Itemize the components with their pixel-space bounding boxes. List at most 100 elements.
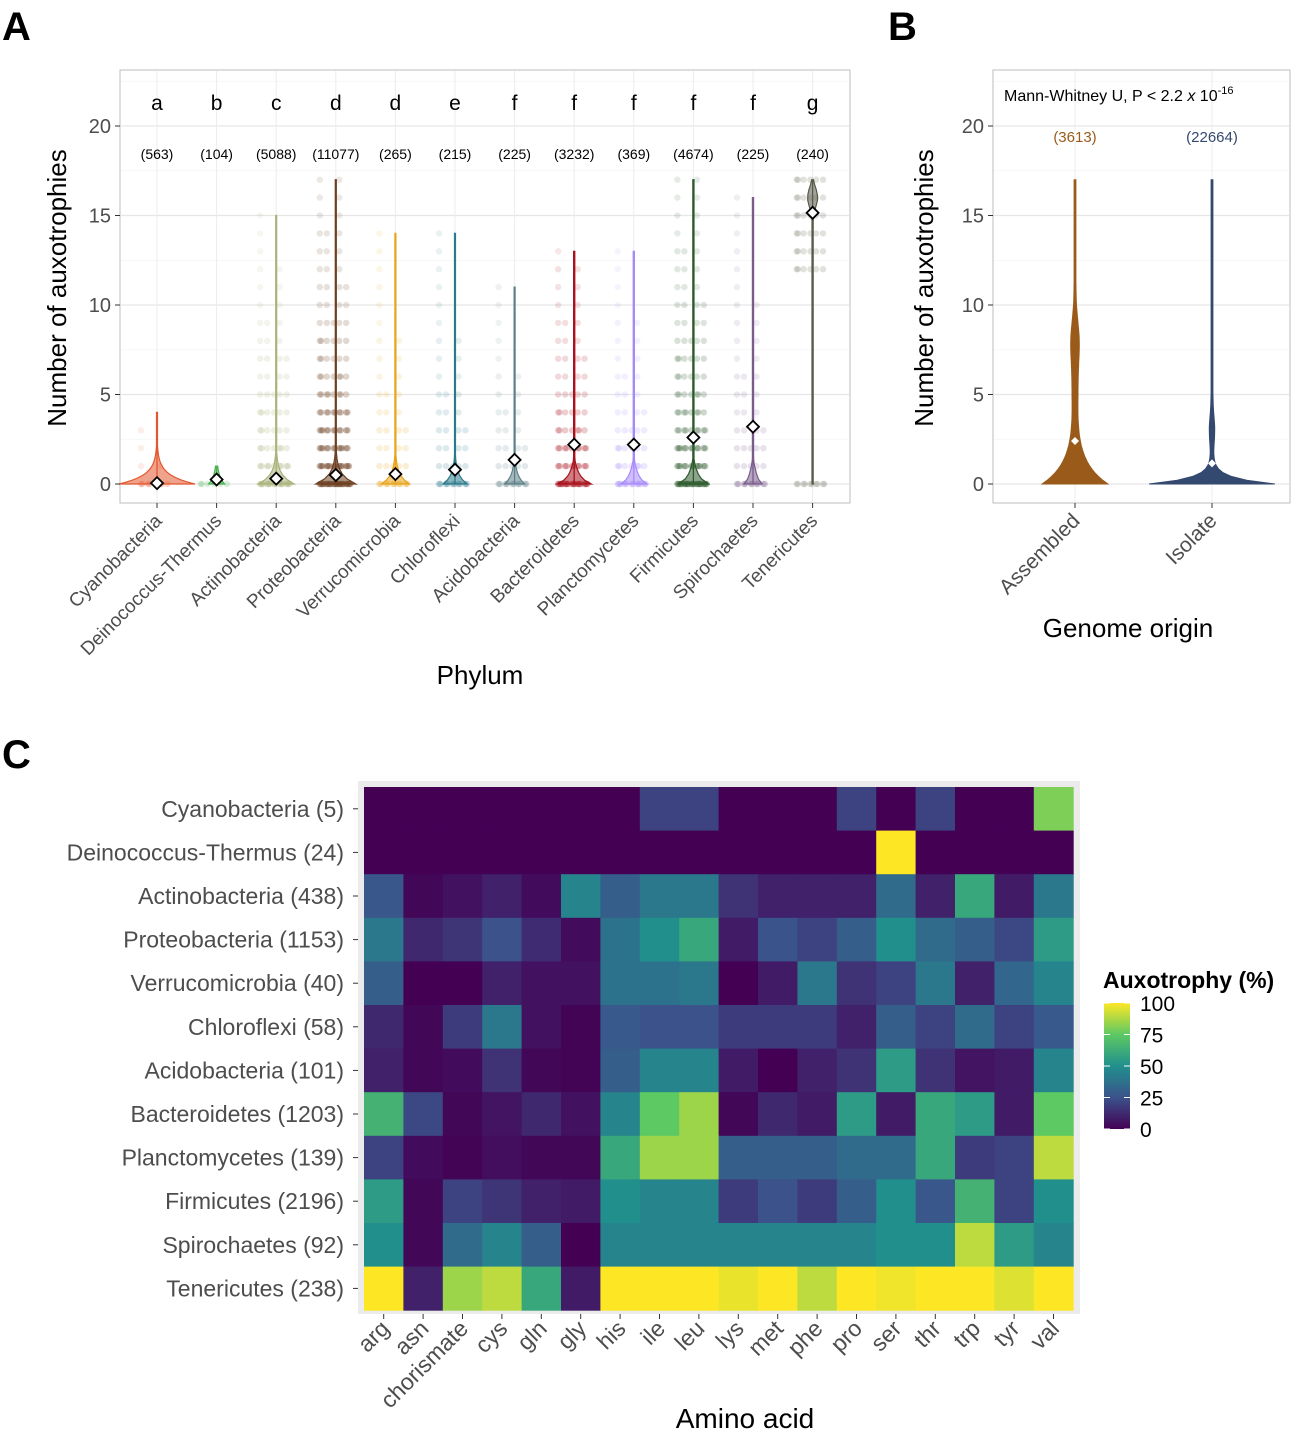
heatmap-cell-spirochaetes-thr [915,1223,956,1268]
heatmap-cell-spirochaetes-gly [561,1223,601,1268]
jitter-point [344,427,351,434]
colorbar-tick-label: 0 [1140,1119,1152,1142]
heatmap-cell-acidobacteria-pro [836,1048,877,1093]
heatmap-cell-planctomycetes-ile [639,1135,680,1180]
heatmap-cell-cyanobacteria-gln [521,787,562,832]
jitter-point [258,462,265,470]
jitter-point [733,212,741,219]
jitter-point [695,391,702,398]
panel-label-c: C [2,733,31,777]
jitter-point [435,445,443,452]
jitter-point [681,319,688,327]
heatmap-cell-planctomycetes-trp [955,1135,995,1180]
jitter-point [435,409,443,416]
heatmap-cell-bacteroidetes-ser [876,1092,917,1137]
heatmap-cell-deinococcus-thermus-gly [561,830,601,875]
jitter-point [276,355,283,362]
jitter-point [402,445,409,452]
heatmap-cell-bacteroidetes-asn [403,1092,444,1137]
jitter-point [614,301,621,309]
sample-count: (240) [796,146,829,162]
column-label-leu: leu [669,1315,709,1355]
heatmap-cell-acidobacteria-ser [876,1048,917,1093]
heatmap-cell-actinobacteria-his [600,874,641,919]
heatmap-cell-acidobacteria-ile [639,1048,680,1093]
heatmap-cell-tenericutes-leu [679,1266,720,1311]
jitter-point [343,337,350,344]
jitter-point [753,355,760,362]
violin-group-spirochaetes [733,194,768,488]
jitter-point [574,391,581,398]
jitter-point [462,445,469,452]
significance-letter: g [807,92,819,115]
heatmap-cell-deinococcus-thermus-val [1033,830,1074,875]
heatmap-cell-verrucomicrobia-trp [955,961,995,1006]
jitter-point [794,176,802,183]
heatmap-cell-tenericutes-ile [639,1266,680,1311]
jitter-point [674,319,681,327]
heatmap-cell-chloroflexi-gly [561,1005,601,1050]
heatmap-cell-chloroflexi-ile [639,1005,680,1050]
jitter-point [318,409,325,416]
jitter-point [614,391,621,398]
jitter-point [733,480,741,488]
jitter-point [674,176,681,183]
jitter-point [682,427,689,434]
jitter-point [316,301,323,309]
jitter-point [495,301,502,309]
jitter-point [733,462,741,470]
jitter-point [435,301,443,309]
y-tick-label: 20 [962,116,984,138]
jitter-point [455,391,462,398]
jitter-point [562,445,569,452]
jitter-point [800,176,807,183]
jitter-point [316,319,323,327]
heatmap-cell-verrucomicrobia-ile [639,961,680,1006]
jitter-point [693,391,701,398]
jitter-point [555,337,562,344]
heatmap-cell-firmicutes-gln [521,1179,562,1224]
jitter-point [674,283,681,291]
jitter-point [257,248,264,255]
jitter-point [682,462,689,470]
jitter-point [257,409,264,416]
jitter-point [556,445,563,452]
heatmap-cell-chloroflexi-thr [915,1005,956,1050]
jitter-point [733,301,741,309]
panel-b-y-axis-ticks: 0 5 10 15 20 [962,116,993,496]
heatmap-cell-deinococcus-thermus-leu [679,830,720,875]
colorbar-ticks: 100 75 50 25 0 [1104,993,1175,1142]
jitter-point [562,319,569,327]
jitter-point [336,445,343,452]
jitter-point [681,283,688,291]
heatmap-cell-planctomycetes-chorismate [442,1135,483,1180]
violin-group-actinobacteria [256,212,297,488]
y-tick-label: 15 [89,206,111,228]
heatmap-cell-firmicutes-chorismate [442,1179,483,1224]
jitter-point [733,427,741,434]
jitter-point [276,391,283,398]
column-label-thr: thr [908,1315,946,1353]
jitter-point [700,373,707,380]
jitter-point [740,462,748,470]
jitter-point [574,427,581,434]
jitter-point [563,445,570,452]
jitter-point [581,373,588,380]
heatmap-cell-acidobacteria-val [1033,1048,1074,1093]
jitter-point [435,480,443,488]
jitter-point [760,445,767,452]
jitter-point [821,480,828,488]
heatmap-cell-planctomycetes-arg [364,1135,404,1180]
heatmap-cell-firmicutes-tyr [994,1179,1035,1224]
jitter-point [344,462,351,470]
jitter-point [495,462,502,470]
jitter-point [614,445,621,452]
jitter-point [514,409,522,416]
heatmap-cell-tenericutes-phe [797,1266,838,1311]
heatmap-cell-tenericutes-tyr [994,1266,1035,1311]
heatmap-cell-deinococcus-thermus-tyr [994,830,1035,875]
jitter-point [318,373,325,380]
heatmap-cell-firmicutes-ser [876,1179,917,1224]
jitter-point [442,409,450,416]
jitter-point [495,319,502,327]
